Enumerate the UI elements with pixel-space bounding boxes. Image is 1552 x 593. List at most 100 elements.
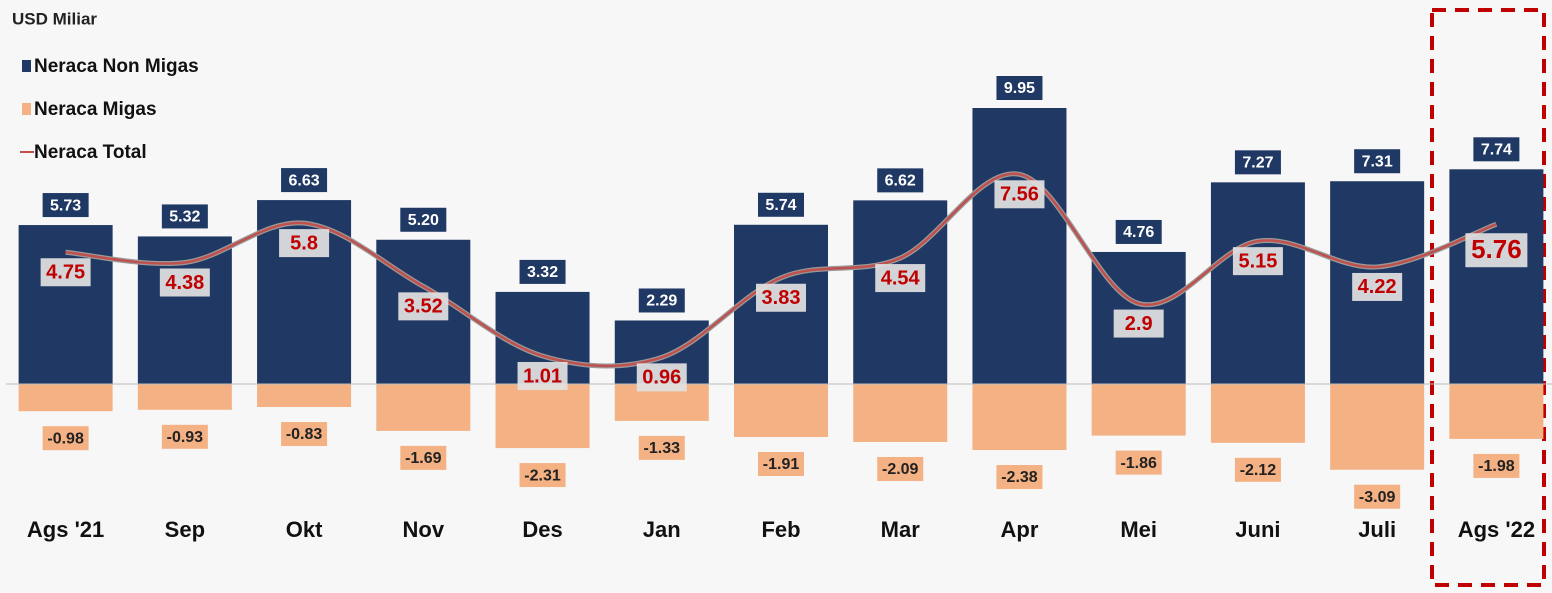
label-box [1232,247,1283,276]
label-box [398,292,449,321]
label-box [517,361,568,390]
legend-swatch [22,103,31,115]
x-tick-label: Des [522,517,562,542]
data-label: 7.56 [1000,184,1039,206]
bar [1330,384,1425,470]
legend-label: Neraca Migas [34,99,157,120]
bar [1449,384,1544,439]
label-box [40,258,91,287]
bar [495,384,590,449]
data-label: 2.9 [1125,313,1153,335]
label-box [1473,453,1520,478]
bar [853,200,948,384]
data-label: -1.86 [1120,455,1157,472]
x-tick-label: Apr [1001,517,1039,542]
data-label: 7.31 [1362,153,1393,170]
label-box [636,363,687,392]
bar [972,108,1067,384]
label-box [1234,150,1281,175]
data-label: -0.98 [47,430,84,447]
label-box [996,465,1043,490]
data-label: -1.91 [763,456,800,473]
label-box [1354,484,1401,509]
bar [257,384,352,408]
label-box [161,424,208,449]
label-box [1473,137,1520,162]
bar [137,236,232,384]
label-box [519,259,566,284]
data-label: -3.09 [1359,489,1396,506]
label-box [1354,149,1401,174]
bar [972,384,1067,451]
line [65,172,1497,368]
bar [1210,384,1305,443]
label-box [758,451,804,476]
bar [1091,384,1186,436]
bar [376,384,471,431]
data-label: 7.27 [1242,155,1273,172]
data-label: 1.01 [523,365,562,387]
data-label: 4.22 [1358,276,1397,298]
data-label: 4.38 [165,272,204,294]
label-box [1113,309,1164,338]
x-tick-label: Juni [1235,517,1280,542]
data-label: -1.98 [1478,458,1515,475]
label-box [877,168,924,193]
x-tick-label: Ags '21 [27,517,104,542]
label-box [638,435,685,460]
data-label: 9.95 [1004,80,1035,97]
label-box [756,283,806,312]
x-tick-label: Ags '22 [1458,517,1535,542]
legend-label: Neraca Total [34,142,147,163]
bar [18,384,113,412]
bar [137,384,232,410]
data-label: -2.38 [1001,469,1038,486]
data-label: -2.09 [882,461,919,478]
bar [18,225,113,384]
x-tick-label: Jan [643,517,681,542]
label-box [1465,233,1528,268]
data-label: -0.83 [286,426,323,443]
data-label: 5.15 [1238,250,1277,272]
data-label: -1.33 [644,440,681,457]
data-label: -1.69 [405,450,442,467]
x-tick-label: Juli [1358,517,1396,542]
bar [1210,182,1305,384]
data-label: 0.96 [642,367,681,389]
label-box [161,204,208,229]
data-label: 7.74 [1481,142,1512,159]
highlight-box [1430,8,1546,587]
data-label: 5.74 [765,197,796,214]
data-label: 5.32 [169,209,200,226]
x-tick-label: Sep [165,517,205,542]
data-label: 3.52 [404,296,443,318]
label-box [400,207,447,232]
data-label: 5.76 [1471,234,1522,264]
data-label: 6.62 [885,173,916,190]
x-tick-label: Mar [881,517,921,542]
label-box [400,445,447,470]
label-box [281,422,328,447]
label-box [1352,272,1403,301]
data-label: -0.93 [167,429,204,446]
data-label: 4.54 [881,267,921,289]
data-label: 4.76 [1123,224,1154,241]
label-box [1115,219,1162,244]
data-label: 5.20 [408,212,439,229]
label-box [877,456,924,481]
label-box [42,426,89,451]
legend-label: Neraca Non Migas [34,56,199,77]
data-label: 6.63 [289,172,320,189]
bar [1449,169,1544,384]
label-box [758,192,804,217]
label-box [279,229,330,258]
label-box [159,268,210,297]
data-label: 3.32 [527,264,558,281]
label-box [1234,457,1281,482]
label-box [519,463,566,488]
x-tick-label: Nov [403,517,445,542]
label-box [994,180,1045,209]
bar [853,384,948,442]
label-box [875,264,926,293]
x-tick-label: Okt [286,517,323,542]
